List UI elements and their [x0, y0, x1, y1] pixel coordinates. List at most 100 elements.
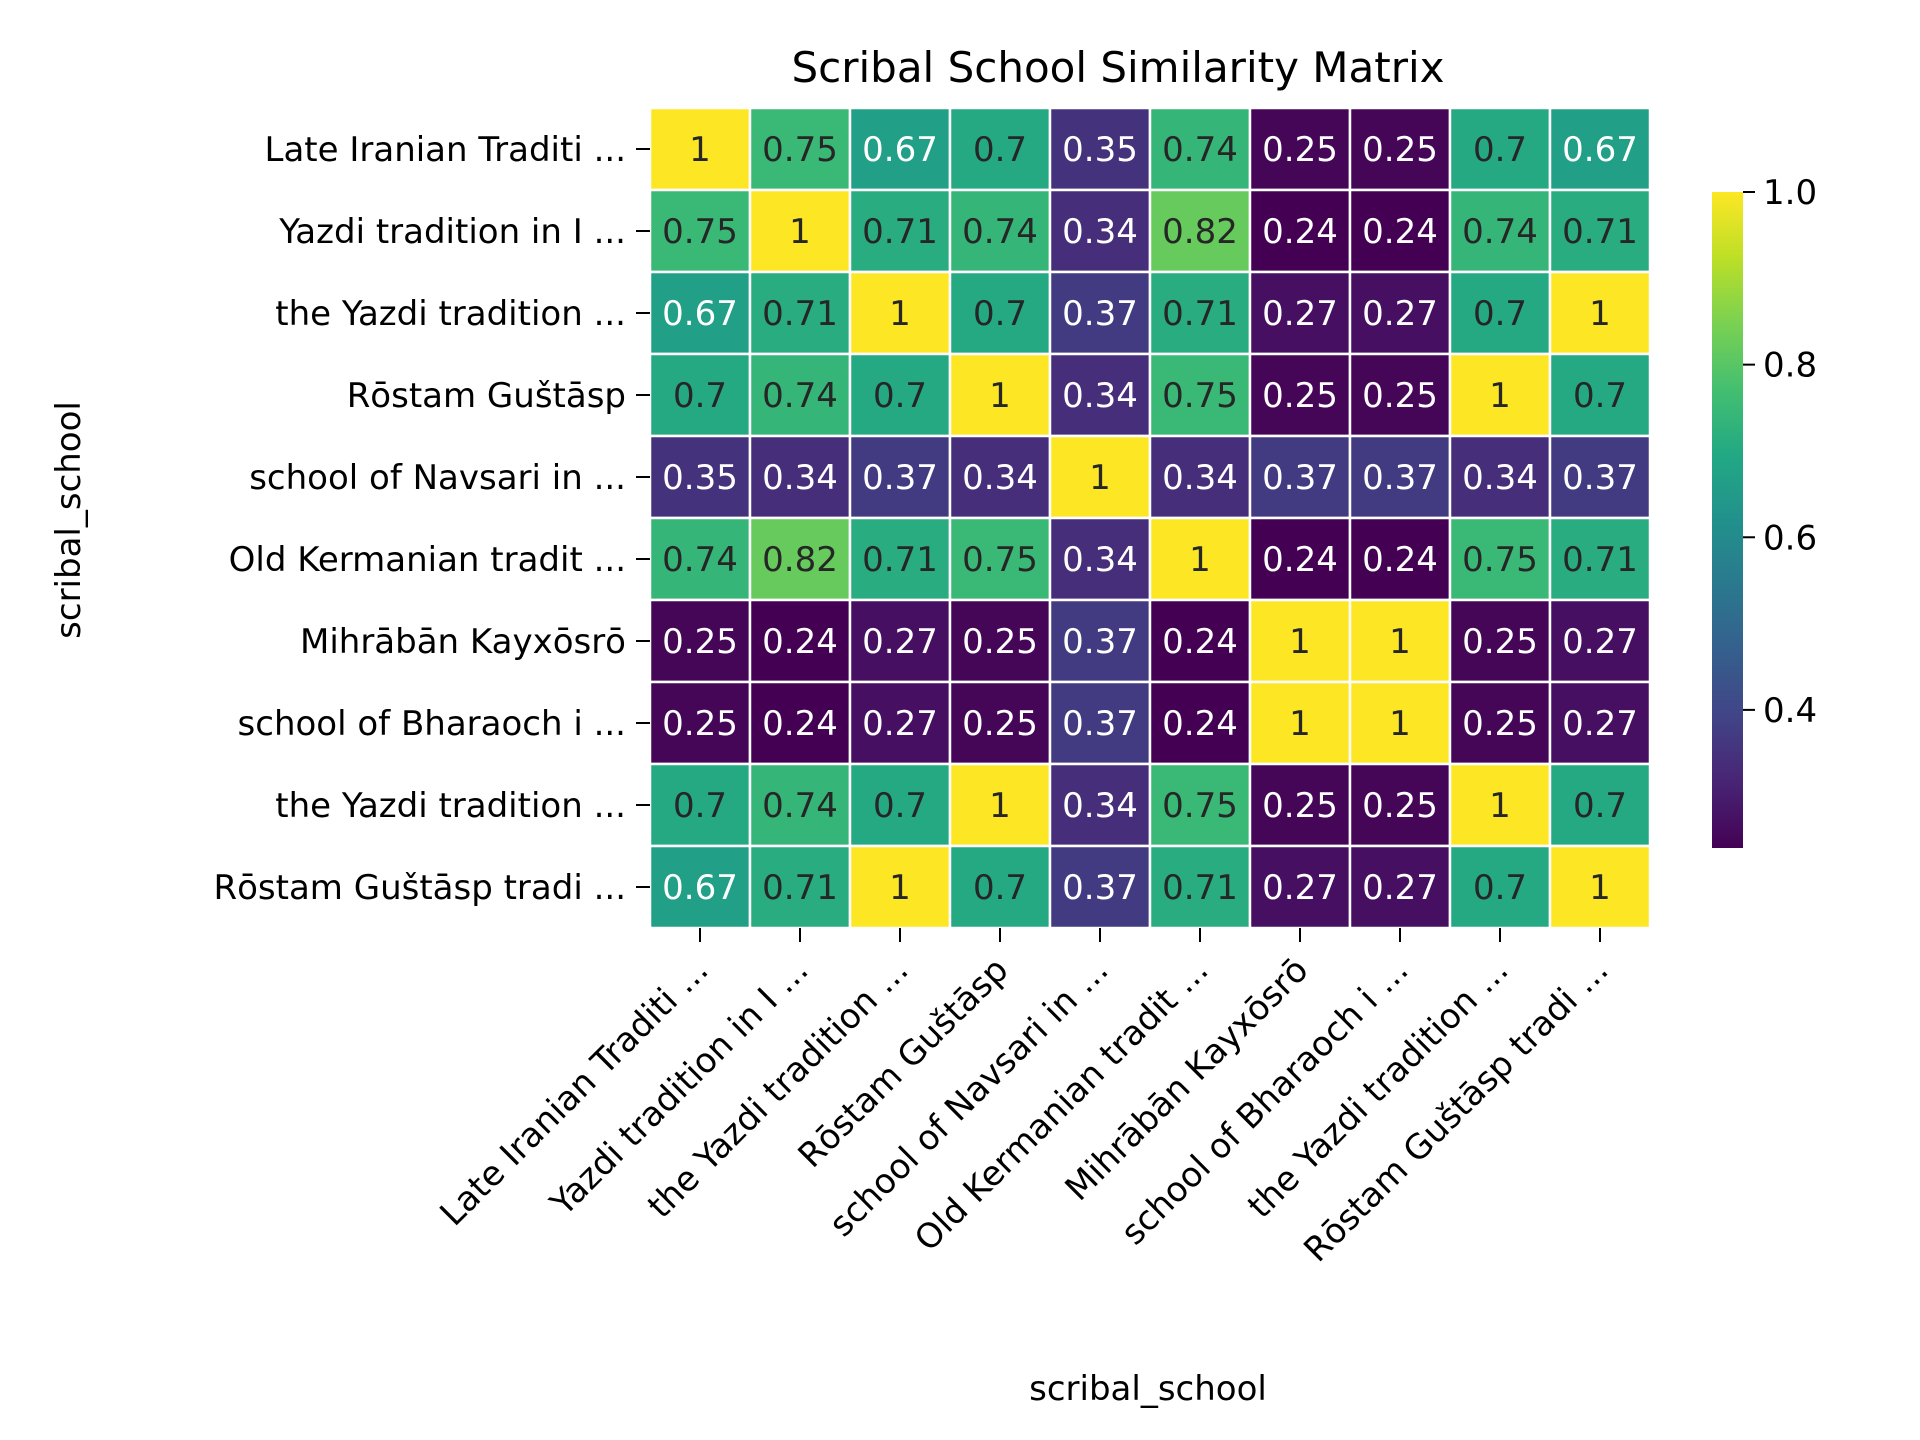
cell-value-label: 0.24 [1362, 540, 1438, 580]
heatmap-cell [1148, 188, 1252, 274]
y-tick-label: Rōstam Guštāsp [347, 376, 626, 416]
cell-value-label: 0.25 [962, 704, 1038, 744]
cell-value-label: 0.25 [662, 622, 738, 662]
cell-value-label: 0.71 [862, 540, 938, 580]
cell-value-label: 0.24 [1162, 704, 1238, 744]
cell-value-label: 1 [1289, 704, 1311, 744]
heatmap-cell [1348, 680, 1452, 766]
cell-value-label: 0.35 [1062, 130, 1138, 170]
cell-value-label: 0.74 [1162, 130, 1238, 170]
heatmap-cell [948, 598, 1052, 684]
heatmap-cell [648, 844, 752, 930]
cell-value-label: 0.27 [1362, 294, 1438, 334]
y-tick-label: school of Bharaoch i ... [238, 704, 626, 744]
heatmap-cell [1348, 434, 1452, 520]
cell-value-label: 0.25 [1462, 704, 1538, 744]
cell-value-label: 0.71 [1162, 868, 1238, 908]
cell-value-label: 0.27 [1262, 868, 1338, 908]
heatmap-cell [1548, 844, 1652, 930]
y-tick-label: Rōstam Guštāsp tradi ... [213, 868, 626, 908]
cell-value-label: 0.24 [762, 622, 838, 662]
heatmap-cell [1348, 844, 1452, 930]
cell-value-label: 0.74 [1462, 212, 1538, 252]
y-tick-label: the Yazdi tradition ... [275, 294, 626, 334]
heatmap-cell [1448, 188, 1552, 274]
cell-value-label: 0.25 [1462, 622, 1538, 662]
heatmap-cell [1548, 434, 1652, 520]
cell-value-label: 1 [1389, 704, 1411, 744]
cell-value-label: 0.7 [873, 786, 927, 826]
cell-value-label: 0.25 [1262, 130, 1338, 170]
heatmap-cell [648, 352, 752, 438]
cell-value-label: 0.24 [1362, 212, 1438, 252]
heatmap-cell [1448, 516, 1552, 602]
cell-value-label: 0.37 [1062, 868, 1138, 908]
heatmap-cells: 1 0.75 0.67 0.7 0.35 0.74 0.25 0.25 0.7 0.67 0.75 1… [648, 106, 1652, 930]
heatmap-cell [748, 680, 852, 766]
heatmap-cell [1248, 598, 1352, 684]
cell-value-label: 0.75 [762, 130, 838, 170]
cell-value-label: 0.27 [1562, 704, 1638, 744]
cell-value-label: 0.34 [1062, 786, 1138, 826]
y-tick-label: Old Kermanian tradit ... [229, 540, 626, 580]
colorbar-tick-label: 1.0 [1763, 173, 1817, 213]
cell-value-label: 1 [689, 130, 711, 170]
cell-value-label: 0.67 [862, 130, 938, 170]
cell-value-label: 0.74 [962, 212, 1038, 252]
cell-value-label: 0.25 [1362, 786, 1438, 826]
heatmap-cell [748, 188, 852, 274]
cell-value-label: 1 [1089, 458, 1111, 498]
cell-value-label: 0.7 [673, 786, 727, 826]
heatmap-cell [1548, 762, 1652, 848]
x-axis-ticks: Late Iranian Traditi ...Yazdi tradition … [432, 928, 1616, 1270]
cell-value-label: 0.37 [1262, 458, 1338, 498]
cell-value-label: 1 [1189, 540, 1211, 580]
heatmap-cell [948, 516, 1052, 602]
colorbar: 0.4 0.6 0.8 1.0 [1712, 173, 1817, 848]
cell-value-label: 1 [1489, 786, 1511, 826]
cell-value-label: 0.74 [762, 376, 838, 416]
heatmap-cell [1048, 844, 1152, 930]
cell-value-label: 0.24 [1262, 212, 1338, 252]
heatmap-cell [1148, 844, 1252, 930]
cell-value-label: 1 [889, 868, 911, 908]
y-tick-label: the Yazdi tradition ... [275, 786, 626, 826]
cell-value-label: 0.75 [1162, 376, 1238, 416]
heatmap-cell [848, 516, 952, 602]
y-tick-label: Late Iranian Traditi ... [265, 130, 626, 170]
cell-value-label: 0.75 [662, 212, 738, 252]
heatmap-cell [1448, 680, 1552, 766]
cell-value-label: 1 [1589, 868, 1611, 908]
cell-value-label: 0.71 [1562, 540, 1638, 580]
cell-value-label: 0.74 [662, 540, 738, 580]
cell-value-label: 0.71 [1162, 294, 1238, 334]
cell-value-label: 0.24 [1162, 622, 1238, 662]
cell-value-label: 0.7 [973, 868, 1027, 908]
cell-value-label: 0.37 [1062, 704, 1138, 744]
cell-value-label: 0.34 [962, 458, 1038, 498]
heatmap-cell [1248, 844, 1352, 930]
cell-value-label: 1 [1389, 622, 1411, 662]
heatmap-cell [1148, 516, 1252, 602]
heatmap-cell [1248, 188, 1352, 274]
heatmap-cell [1348, 106, 1452, 192]
colorbar-tick-label: 0.4 [1763, 691, 1817, 731]
heatmap-cell [1448, 434, 1552, 520]
cell-value-label: 0.37 [1362, 458, 1438, 498]
cell-value-label: 1 [889, 294, 911, 334]
heatmap-cell [1148, 680, 1252, 766]
cell-value-label: 0.67 [662, 294, 738, 334]
cell-value-label: 0.27 [862, 622, 938, 662]
cell-value-label: 0.25 [662, 704, 738, 744]
heatmap-cell [748, 434, 852, 520]
heatmap-cell [1248, 270, 1352, 356]
cell-value-label: 0.37 [862, 458, 938, 498]
cell-value-label: 0.7 [973, 130, 1027, 170]
cell-value-label: 0.7 [673, 376, 727, 416]
cell-value-label: 0.7 [873, 376, 927, 416]
heatmap-cell [848, 270, 952, 356]
heatmap-cell [1348, 598, 1452, 684]
heatmap-cell [648, 516, 752, 602]
cell-value-label: 0.75 [962, 540, 1038, 580]
